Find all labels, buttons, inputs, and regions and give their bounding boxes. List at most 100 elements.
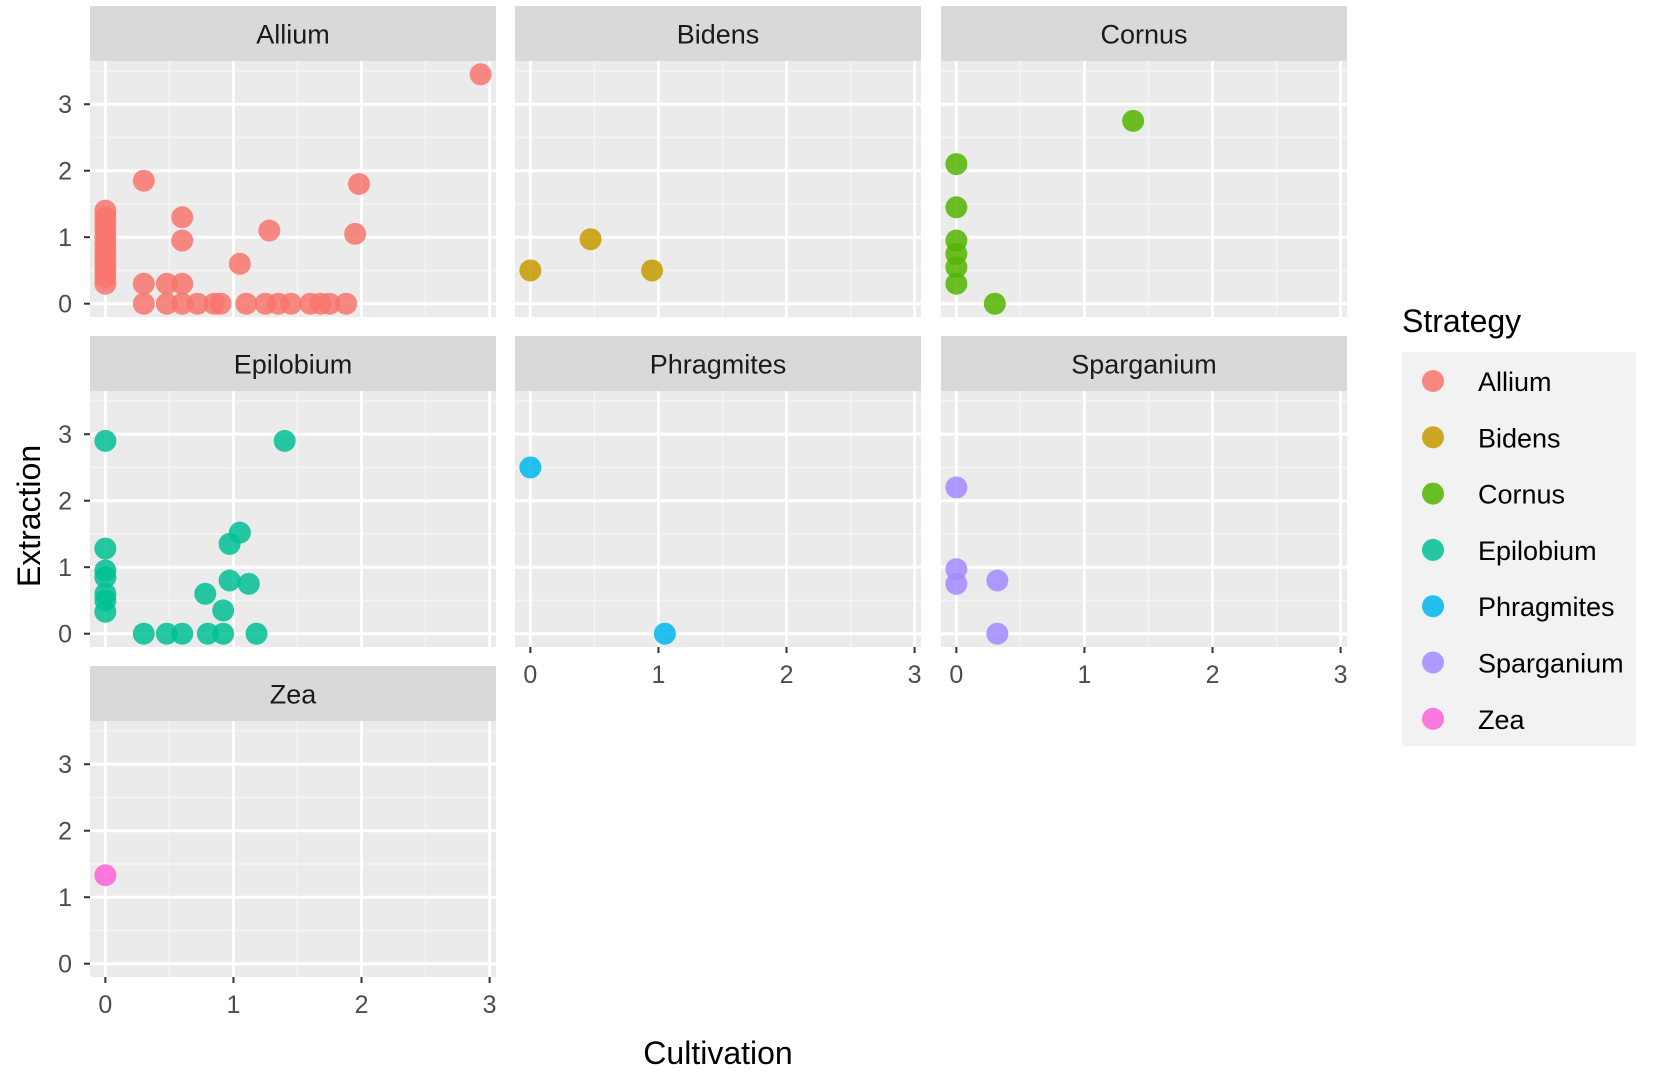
legend-key-epilobium <box>1422 538 1444 561</box>
facet-bidens: Bidens <box>515 6 921 317</box>
data-point-epilobium <box>212 622 235 645</box>
y-axis-title: Extraction <box>11 445 47 587</box>
data-point-allium <box>186 292 209 315</box>
data-point-sparganium <box>945 476 968 499</box>
data-point-allium <box>209 292 232 315</box>
data-point-epilobium <box>155 622 178 645</box>
data-point-allium <box>258 219 281 242</box>
x-tick-label: 2 <box>355 991 369 1019</box>
data-point-epilobium <box>132 622 155 645</box>
data-point-epilobium <box>237 572 260 595</box>
legend-key-zea <box>1422 707 1444 730</box>
strip-label-bidens: Bidens <box>677 20 760 50</box>
data-point-cornus <box>945 256 968 279</box>
data-point-bidens <box>641 259 664 282</box>
data-point-epilobium <box>194 582 217 605</box>
data-point-sparganium <box>986 622 1009 645</box>
facet-allium: Allium 0 1 2 3 <box>58 6 496 319</box>
data-point-cornus <box>945 196 968 219</box>
data-point-allium <box>94 199 117 222</box>
strip-bidens <box>515 6 921 61</box>
data-point-bidens <box>579 228 602 251</box>
legend-key-phragmites <box>1422 595 1444 618</box>
data-point-allium <box>469 63 492 86</box>
data-point-allium <box>171 292 194 315</box>
x-tick-label: 0 <box>98 991 112 1019</box>
x-tick-label: 0 <box>523 661 537 689</box>
legend-title: Strategy <box>1402 303 1521 339</box>
data-point-allium <box>235 292 258 315</box>
y-tick-label: 2 <box>58 158 72 186</box>
strip-label-phragmites: Phragmites <box>650 350 787 380</box>
data-point-epilobium <box>273 429 296 452</box>
y-tick-label: 1 <box>58 884 72 912</box>
facet-zea: Zea 0 1 2 3 0 1 2 3 <box>58 666 497 1019</box>
facet-cornus: Cornus <box>941 6 1347 317</box>
strip-label-sparganium: Sparganium <box>1071 350 1217 380</box>
legend-key-allium <box>1422 370 1444 392</box>
data-point-allium <box>344 222 367 245</box>
x-tick-label: 0 <box>949 661 963 689</box>
strip-label-zea: Zea <box>270 680 318 710</box>
x-tick-label: 1 <box>1077 661 1091 689</box>
data-point-allium <box>335 292 358 315</box>
panel-background-epilobium <box>90 391 496 647</box>
legend-label-sparganium: Sparganium <box>1478 649 1624 679</box>
data-point-sparganium <box>986 569 1009 592</box>
y-tick-label: 3 <box>58 751 72 779</box>
data-point-phragmites <box>519 456 542 479</box>
facet-phragmites: Phragmites 0 1 2 3 <box>515 336 922 689</box>
x-axis-title: Cultivation <box>643 1035 792 1071</box>
legend-key-cornus <box>1422 482 1444 505</box>
y-tick-label: 0 <box>58 291 72 319</box>
data-point-allium <box>132 272 155 295</box>
y-tick-label: 3 <box>58 91 72 119</box>
strip-label-allium: Allium <box>256 20 330 50</box>
data-point-allium <box>171 206 194 229</box>
legend-entries: Allium Bidens Cornus Epilobium Phragmites Spa… <box>1422 367 1624 735</box>
data-point-epilobium <box>196 622 219 645</box>
data-point-allium <box>155 272 178 295</box>
data-point-bidens <box>519 259 542 282</box>
data-point-cornus <box>945 153 968 176</box>
x-tick-label: 3 <box>483 991 497 1019</box>
y-tick-label: 2 <box>58 818 72 846</box>
y-tick-label: 0 <box>58 951 72 979</box>
data-point-epilobium <box>94 566 117 589</box>
data-point-epilobium <box>94 537 117 560</box>
x-tick-label: 3 <box>1334 661 1348 689</box>
data-point-zea <box>94 864 117 887</box>
strip-phragmites <box>515 336 921 391</box>
data-point-epilobium <box>228 521 251 544</box>
data-point-epilobium <box>212 599 235 622</box>
legend-key-sparganium <box>1422 651 1444 674</box>
x-tick-label: 1 <box>226 991 240 1019</box>
legend-label-epilobium: Epilobium <box>1478 536 1597 566</box>
data-point-cornus <box>1122 109 1145 132</box>
y-tick-label: 1 <box>58 554 72 582</box>
data-point-sparganium <box>945 572 968 595</box>
legend-label-zea: Zea <box>1478 705 1526 735</box>
y-tick-label: 3 <box>58 421 72 449</box>
legend-label-phragmites: Phragmites <box>1478 592 1615 622</box>
data-point-allium <box>228 252 251 275</box>
facet-sparganium: Sparganium 0 1 2 3 <box>941 336 1348 689</box>
data-point-epilobium <box>171 622 194 645</box>
data-point-allium <box>318 292 341 315</box>
panel-background-bidens <box>515 61 921 317</box>
panel-background-sparganium <box>941 391 1347 647</box>
panel-background-cornus <box>941 61 1347 317</box>
data-point-allium <box>155 292 178 315</box>
x-tick-label: 3 <box>908 661 922 689</box>
panel-background-phragmites <box>515 391 921 647</box>
x-tick-label: 2 <box>780 661 794 689</box>
strip-cornus <box>941 6 1347 61</box>
data-point-epilobium <box>218 569 241 592</box>
data-point-allium <box>132 292 155 315</box>
strip-label-epilobium: Epilobium <box>234 350 353 380</box>
data-point-allium <box>171 272 194 295</box>
legend-key-bidens <box>1422 426 1444 449</box>
y-tick-label: 0 <box>58 621 72 649</box>
data-point-cornus <box>945 272 968 295</box>
